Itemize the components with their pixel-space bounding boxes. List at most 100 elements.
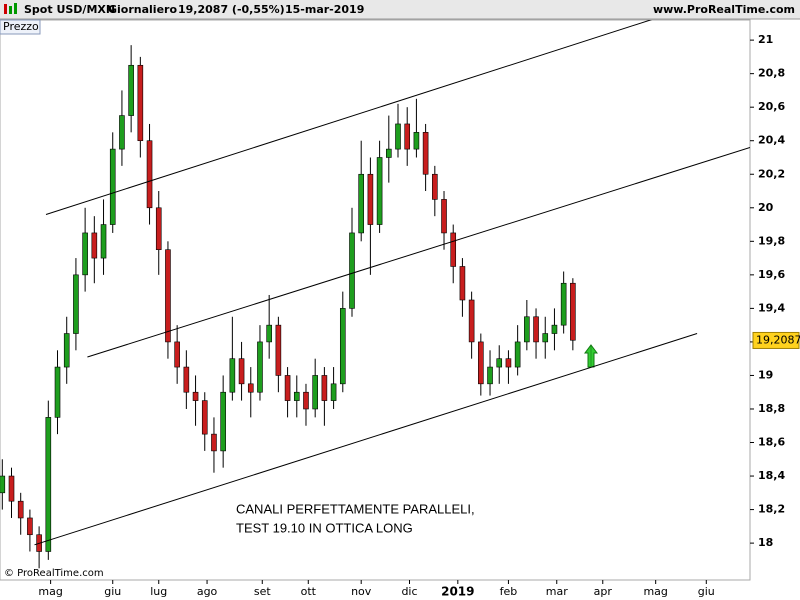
annotation: CANALI PERFETTAMENTE PARALLELI, [236, 501, 475, 516]
candle-body [220, 391, 226, 452]
candle-body [330, 383, 337, 401]
x-tick-label: nov [351, 585, 372, 598]
y-tick-label: 18,6 [758, 436, 785, 449]
candle-body [119, 115, 125, 150]
candle-body [533, 316, 539, 343]
x-tick-label: mag [643, 585, 667, 598]
y-tick-label: 20 [758, 201, 774, 214]
candle-body [376, 157, 383, 225]
plot-area [0, 19, 751, 581]
y-tick-label: 18,4 [758, 469, 785, 482]
candle-body [0, 475, 6, 494]
candle-body [17, 500, 24, 519]
x-tick-label: mar [546, 585, 568, 598]
candle-body [266, 324, 272, 343]
channel-line [45, 20, 653, 215]
x-tick-label: ago [197, 585, 218, 598]
candle-body [284, 375, 291, 401]
x-tick-label: lug [150, 585, 167, 598]
candle-body [487, 366, 493, 385]
candle-body [514, 341, 521, 368]
candle-body [367, 173, 374, 225]
y-tick-label: 20,6 [758, 100, 785, 113]
plot-layer [0, 20, 750, 569]
candle-body [312, 375, 318, 410]
candle-body [358, 173, 364, 234]
x-tick-label: set [254, 585, 271, 598]
candle-body [524, 316, 530, 343]
y-tick-label: 19,8 [758, 234, 785, 247]
channel-line [34, 333, 698, 546]
y-tick-label: 20,4 [758, 134, 785, 147]
candle-body [201, 400, 208, 435]
copyright: © ProRealTime.com [4, 568, 104, 579]
x-tick-label: feb [500, 585, 518, 598]
y-tick-label: 18,8 [758, 402, 785, 415]
candle-body [238, 358, 245, 385]
candle-body [413, 132, 420, 150]
source: www.ProRealTime.com [653, 3, 795, 16]
candle-body [560, 282, 567, 326]
header-bar [0, 0, 800, 19]
candle-body [349, 232, 355, 309]
channel-line [87, 146, 750, 358]
candle-body [174, 341, 180, 368]
candle-body [570, 282, 576, 341]
candle-body [321, 375, 328, 401]
x-tick-label: giu [104, 585, 121, 598]
panel-label-box [0, 19, 41, 35]
candle-body [404, 123, 411, 150]
candle-body [109, 148, 116, 225]
candle-body [73, 274, 79, 334]
candle-body [496, 358, 503, 368]
candle-body [459, 266, 466, 301]
y-tick-label: 18 [758, 536, 773, 549]
y-tick-label: 19,6 [758, 268, 785, 281]
panel-label: Prezzo [3, 20, 39, 33]
candle-body [293, 391, 300, 401]
candle-body [303, 391, 309, 410]
candle-body [183, 366, 190, 393]
y-tick-label: 20,8 [758, 67, 785, 80]
y-tick-label: 21 [758, 33, 773, 46]
candle-body [100, 224, 107, 259]
candle-body [165, 249, 171, 343]
last-price-tag [752, 331, 800, 349]
candle-body [275, 324, 282, 376]
candle-body [8, 475, 15, 502]
x-tick-label: giu [698, 585, 715, 598]
candle-body [128, 64, 134, 116]
candle-body [82, 232, 88, 276]
candle-body [542, 333, 549, 343]
quote-date: 15-mar-2019 [285, 3, 364, 16]
candle-body [386, 148, 392, 158]
candle-body [211, 433, 217, 452]
candle-body [432, 173, 438, 200]
candle-body [395, 123, 401, 150]
candle-body [339, 308, 346, 385]
x-tick-label: 2019 [441, 585, 474, 599]
candle-body [257, 341, 263, 393]
candle-body [137, 64, 144, 142]
x-tick-label: dic [401, 585, 417, 598]
chart-subtitle: Giornaliero [108, 3, 177, 16]
candle-body [505, 358, 512, 368]
last-price-label: 19,2087 [756, 333, 800, 346]
y-tick-label: 19 [758, 368, 773, 381]
y-tick-label: 20,2 [758, 167, 785, 180]
candle-body [192, 391, 199, 401]
candle-body [450, 232, 457, 267]
candle-body [27, 517, 33, 536]
candle-body [146, 140, 153, 209]
y-tick-label: 19,4 [758, 301, 785, 314]
candle-body [63, 333, 70, 368]
candle-body [45, 417, 52, 552]
candle-body [91, 232, 98, 259]
candle-body [54, 366, 61, 418]
x-tick-label: ott [301, 585, 317, 598]
y-tick-label: 18,2 [758, 503, 785, 516]
candle-body [229, 358, 236, 393]
candle-body [468, 299, 475, 343]
